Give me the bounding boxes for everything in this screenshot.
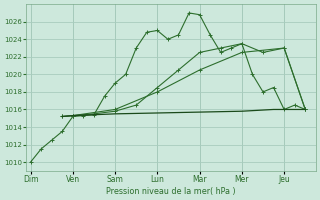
X-axis label: Pression niveau de la mer( hPa ): Pression niveau de la mer( hPa ) <box>106 187 236 196</box>
